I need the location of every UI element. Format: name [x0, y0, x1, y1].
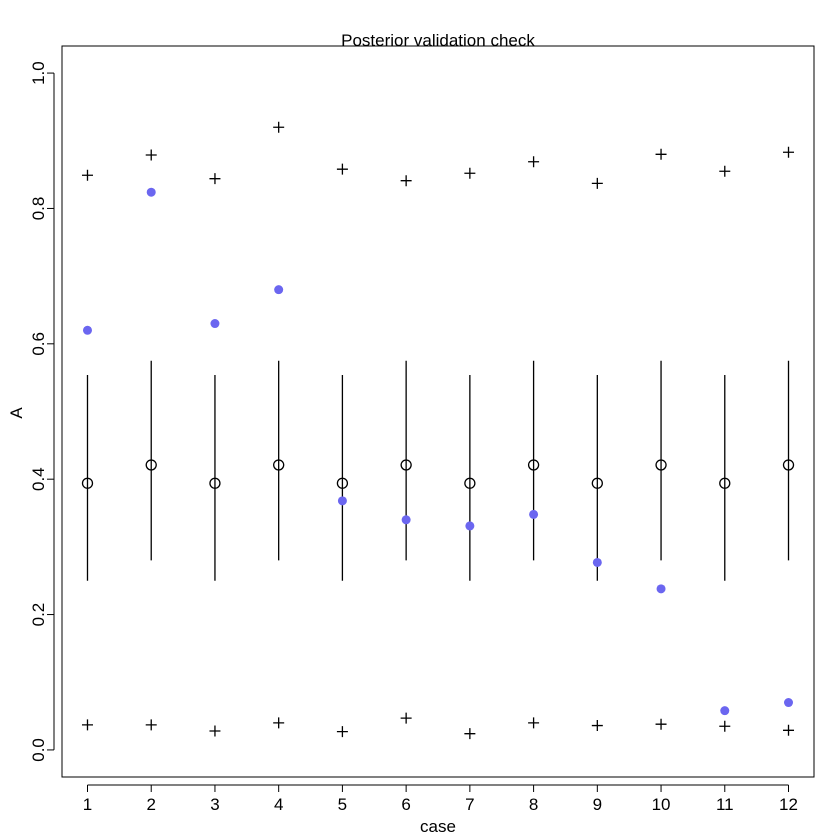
- x-tick-label: 11: [716, 795, 734, 814]
- x-tick-label: 7: [465, 795, 474, 814]
- observed-point: [656, 584, 666, 594]
- x-tick-label: 2: [146, 795, 155, 814]
- mean-point: [81, 477, 94, 489]
- x-tick-label: 5: [338, 795, 347, 814]
- plus-point: [464, 167, 476, 179]
- y-axis: 0.0 0.2 0.4 0.6 0.8 1.0: [29, 61, 55, 762]
- plus-point: [591, 720, 603, 732]
- mean-point: [336, 477, 349, 489]
- observed-point: [82, 325, 92, 335]
- mean-point: [209, 477, 221, 489]
- y-axis-label: A: [7, 407, 26, 419]
- x-tick-label: 12: [779, 795, 798, 814]
- x-axis-label: case: [420, 817, 456, 836]
- chart-title: Posterior validation check: [341, 31, 535, 50]
- plus-point: [719, 720, 731, 732]
- plus-point: [655, 718, 667, 730]
- x-tick-label: 10: [652, 795, 671, 814]
- observed-point: [337, 496, 347, 506]
- observed-point: [784, 698, 794, 708]
- plus-point: [145, 719, 157, 731]
- plus-point: [719, 165, 731, 177]
- observed-point: [592, 557, 602, 567]
- mean-point: [464, 477, 476, 489]
- y-tick-label: 0.0: [29, 738, 48, 762]
- plus-point: [464, 728, 476, 740]
- y-tick-label: 0.6: [29, 332, 48, 356]
- plus-point: [336, 726, 348, 738]
- observed-point: [401, 515, 411, 525]
- observed-point: [720, 706, 730, 716]
- plus-point: [528, 156, 540, 168]
- x-tick-label: 8: [529, 795, 538, 814]
- y-tick-label: 1.0: [29, 61, 48, 85]
- x-axis: 1 2 3 4 5 6 7 8 9 10 11 12: [83, 784, 798, 814]
- plus-point: [209, 725, 221, 737]
- mean-point: [591, 477, 603, 489]
- plus-point: [273, 717, 285, 729]
- mean-point: [273, 459, 285, 471]
- observed-point: [210, 319, 220, 329]
- mean-point: [782, 459, 795, 471]
- mean-point: [527, 459, 540, 471]
- x-tick-label: 9: [593, 795, 602, 814]
- plus-point: [783, 724, 795, 736]
- plus-point: [145, 149, 157, 161]
- plot-frame: [61, 45, 815, 778]
- plus-point: [273, 121, 285, 133]
- plus-point: [81, 719, 93, 731]
- x-tick-label: 6: [401, 795, 410, 814]
- plus-point: [591, 177, 603, 189]
- plus-point: [783, 146, 795, 158]
- y-tick-label: 0.8: [29, 197, 48, 221]
- x-tick-label: 1: [83, 795, 92, 814]
- plus-point: [209, 173, 221, 185]
- plus-point: [655, 148, 667, 160]
- y-tick-label: 0.2: [29, 603, 48, 627]
- observed-point: [274, 285, 284, 295]
- x-tick-label: 4: [274, 795, 283, 814]
- plus-point: [81, 169, 93, 181]
- mean-point: [400, 459, 412, 471]
- observed-point: [146, 187, 156, 197]
- plus-point: [400, 712, 412, 724]
- mean-point: [719, 477, 731, 489]
- x-tick-label: 3: [210, 795, 219, 814]
- data-marks: [81, 121, 795, 740]
- plus-point: [336, 163, 348, 175]
- plus-point: [400, 175, 412, 187]
- mean-point: [145, 459, 157, 471]
- mean-point: [655, 459, 667, 471]
- observed-point: [465, 521, 475, 531]
- plus-point: [528, 717, 540, 729]
- y-tick-label: 0.4: [29, 467, 48, 491]
- observed-point: [529, 509, 539, 519]
